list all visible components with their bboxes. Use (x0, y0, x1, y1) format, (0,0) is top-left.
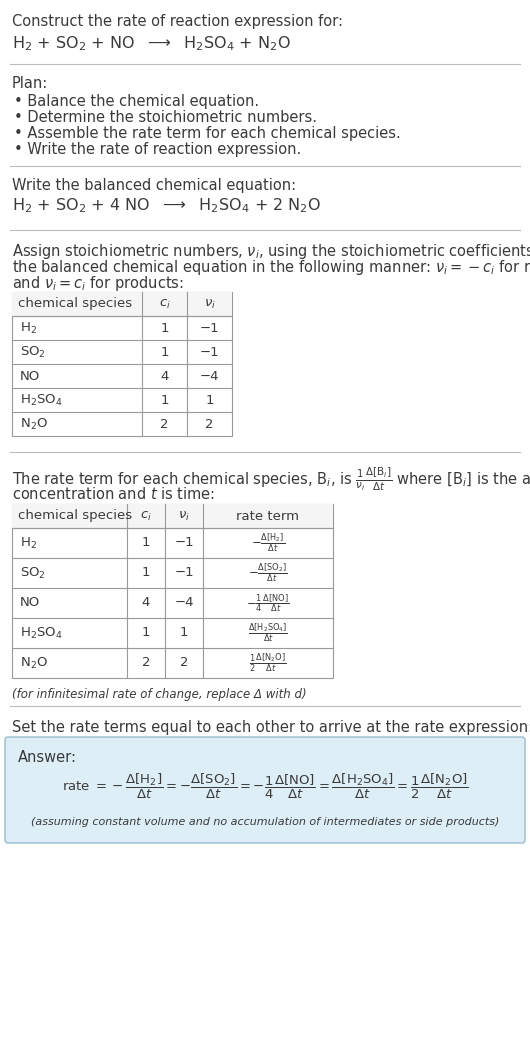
Text: Assign stoichiometric numbers, $\nu_i$, using the stoichiometric coefficients, $: Assign stoichiometric numbers, $\nu_i$, … (12, 242, 530, 262)
Text: N$_2$O: N$_2$O (20, 656, 48, 670)
Text: rate $= -\dfrac{\Delta[\mathrm{H_2}]}{\Delta t} = $$-\dfrac{\Delta[\mathrm{SO_2}: rate $= -\dfrac{\Delta[\mathrm{H_2}]}{\D… (61, 771, 469, 800)
Bar (12, 504, 333, 528)
Text: • Write the rate of reaction expression.: • Write the rate of reaction expression. (14, 142, 301, 157)
Text: 1: 1 (205, 393, 214, 407)
Text: 2: 2 (160, 417, 169, 431)
Text: Set the rate terms equal to each other to arrive at the rate expression:: Set the rate terms equal to each other t… (12, 720, 530, 735)
Text: 4: 4 (142, 596, 150, 610)
Text: 1: 1 (160, 345, 169, 359)
Text: 1: 1 (160, 393, 169, 407)
Text: H$_2$ + SO$_2$ + NO  $\longrightarrow$  H$_2$SO$_4$ + N$_2$O: H$_2$ + SO$_2$ + NO $\longrightarrow$ H$… (12, 35, 290, 52)
Text: H$_2$SO$_4$: H$_2$SO$_4$ (20, 626, 63, 640)
Text: 4: 4 (160, 369, 169, 383)
Text: Write the balanced chemical equation:: Write the balanced chemical equation: (12, 178, 296, 194)
Text: Answer:: Answer: (18, 750, 77, 765)
Text: concentration and $t$ is time:: concentration and $t$ is time: (12, 486, 215, 502)
Text: −4: −4 (174, 596, 194, 610)
Text: NO: NO (20, 369, 40, 383)
Text: 1: 1 (142, 567, 150, 579)
Text: and $\nu_i = c_i$ for products:: and $\nu_i = c_i$ for products: (12, 274, 184, 293)
Text: −1: −1 (174, 537, 194, 549)
Text: The rate term for each chemical species, B$_i$, is $\frac{1}{\nu_i}\frac{\Delta[: The rate term for each chemical species,… (12, 467, 530, 494)
Text: N$_2$O: N$_2$O (20, 416, 48, 432)
Text: H$_2$ + SO$_2$ + 4 NO  $\longrightarrow$  H$_2$SO$_4$ + 2 N$_2$O: H$_2$ + SO$_2$ + 4 NO $\longrightarrow$ … (12, 196, 321, 214)
Text: • Determine the stoichiometric numbers.: • Determine the stoichiometric numbers. (14, 110, 317, 126)
Bar (12, 504, 333, 678)
Bar (12, 292, 232, 316)
Text: 2: 2 (180, 657, 188, 669)
Text: rate term: rate term (236, 509, 299, 523)
Text: −4: −4 (200, 369, 219, 383)
Text: H$_2$: H$_2$ (20, 320, 37, 336)
Text: NO: NO (20, 596, 40, 610)
Text: $-\frac{1}{4}\frac{\Delta[\mathrm{NO}]}{\Delta t}$: $-\frac{1}{4}\frac{\Delta[\mathrm{NO}]}{… (246, 592, 289, 614)
Text: −1: −1 (200, 321, 219, 335)
Text: (assuming constant volume and no accumulation of intermediates or side products): (assuming constant volume and no accumul… (31, 817, 499, 827)
Text: $\frac{\Delta[\mathrm{H_2SO_4}]}{\Delta t}$: $\frac{\Delta[\mathrm{H_2SO_4}]}{\Delta … (248, 621, 288, 644)
Text: SO$_2$: SO$_2$ (20, 566, 46, 581)
Text: $-\frac{\Delta[\mathrm{H_2}]}{\Delta t}$: $-\frac{\Delta[\mathrm{H_2}]}{\Delta t}$ (251, 531, 285, 554)
Text: $\nu_i$: $\nu_i$ (178, 509, 190, 523)
Text: −1: −1 (174, 567, 194, 579)
Text: the balanced chemical equation in the following manner: $\nu_i = -c_i$ for react: the balanced chemical equation in the fo… (12, 258, 530, 277)
Text: H$_2$: H$_2$ (20, 536, 37, 550)
Text: H$_2$SO$_4$: H$_2$SO$_4$ (20, 392, 63, 408)
Text: $c_i$: $c_i$ (140, 509, 152, 523)
Text: 2: 2 (205, 417, 214, 431)
Text: −1: −1 (200, 345, 219, 359)
Text: Plan:: Plan: (12, 76, 48, 91)
Text: chemical species: chemical species (18, 509, 132, 523)
Text: chemical species: chemical species (18, 297, 132, 311)
Bar (12, 292, 232, 436)
Text: $\frac{1}{2}\frac{\Delta[\mathrm{N_2O}]}{\Delta t}$: $\frac{1}{2}\frac{\Delta[\mathrm{N_2O}]}… (249, 652, 287, 675)
FancyBboxPatch shape (5, 737, 525, 843)
Text: 1: 1 (160, 321, 169, 335)
Text: • Assemble the rate term for each chemical species.: • Assemble the rate term for each chemic… (14, 126, 401, 141)
Text: 1: 1 (142, 627, 150, 639)
Text: SO$_2$: SO$_2$ (20, 344, 46, 360)
Text: (for infinitesimal rate of change, replace Δ with d): (for infinitesimal rate of change, repla… (12, 688, 307, 701)
Text: 1: 1 (142, 537, 150, 549)
Text: Construct the rate of reaction expression for:: Construct the rate of reaction expressio… (12, 14, 343, 29)
Text: $\nu_i$: $\nu_i$ (204, 297, 216, 311)
Text: 1: 1 (180, 627, 188, 639)
Text: 2: 2 (142, 657, 150, 669)
Text: $c_i$: $c_i$ (158, 297, 171, 311)
Text: $-\frac{\Delta[\mathrm{SO_2}]}{\Delta t}$: $-\frac{\Delta[\mathrm{SO_2}]}{\Delta t}… (248, 562, 288, 585)
Text: • Balance the chemical equation.: • Balance the chemical equation. (14, 94, 259, 109)
